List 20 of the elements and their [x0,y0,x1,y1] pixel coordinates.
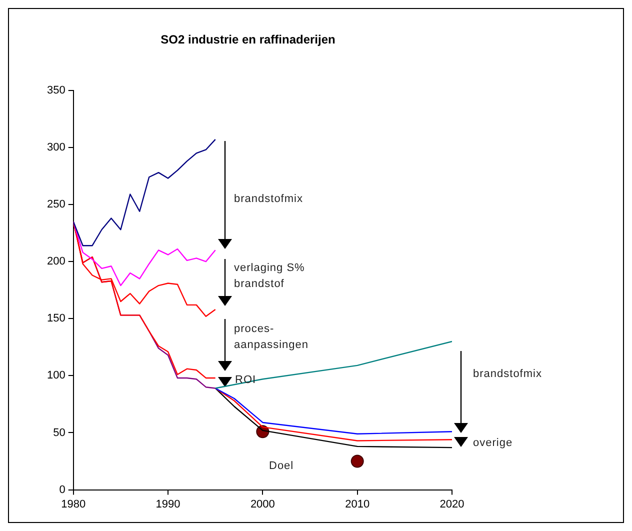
y-tick-label: 250 [46,198,66,211]
y-tick-label: 50 [53,426,66,439]
x-tick-label: 2010 [345,498,370,510]
chart-title: SO2 industrie en raffinaderijen [160,32,336,47]
x-tick-label: 2000 [250,498,275,510]
text: brandstofmix [473,367,542,382]
y-tick-label: 0 [59,484,66,496]
x-tick-label: 1990 [156,498,180,510]
y-tick-label: 350 [46,84,66,96]
annotation: Doel [269,459,294,474]
text: overige [473,436,513,451]
annotation: proces- aanpassingen [234,322,309,353]
x-tick-label: 2020 [440,498,464,510]
y-tick-label: 100 [46,370,66,382]
x-tick-label: 1980 [61,498,86,510]
y-tick-label: 150 [46,312,66,325]
annotation: brandstofmix [234,192,303,207]
annotation: verlaging S% brandstof [234,261,305,292]
y-tick-label: 200 [46,256,66,268]
y-tick-label: 300 [46,141,66,154]
